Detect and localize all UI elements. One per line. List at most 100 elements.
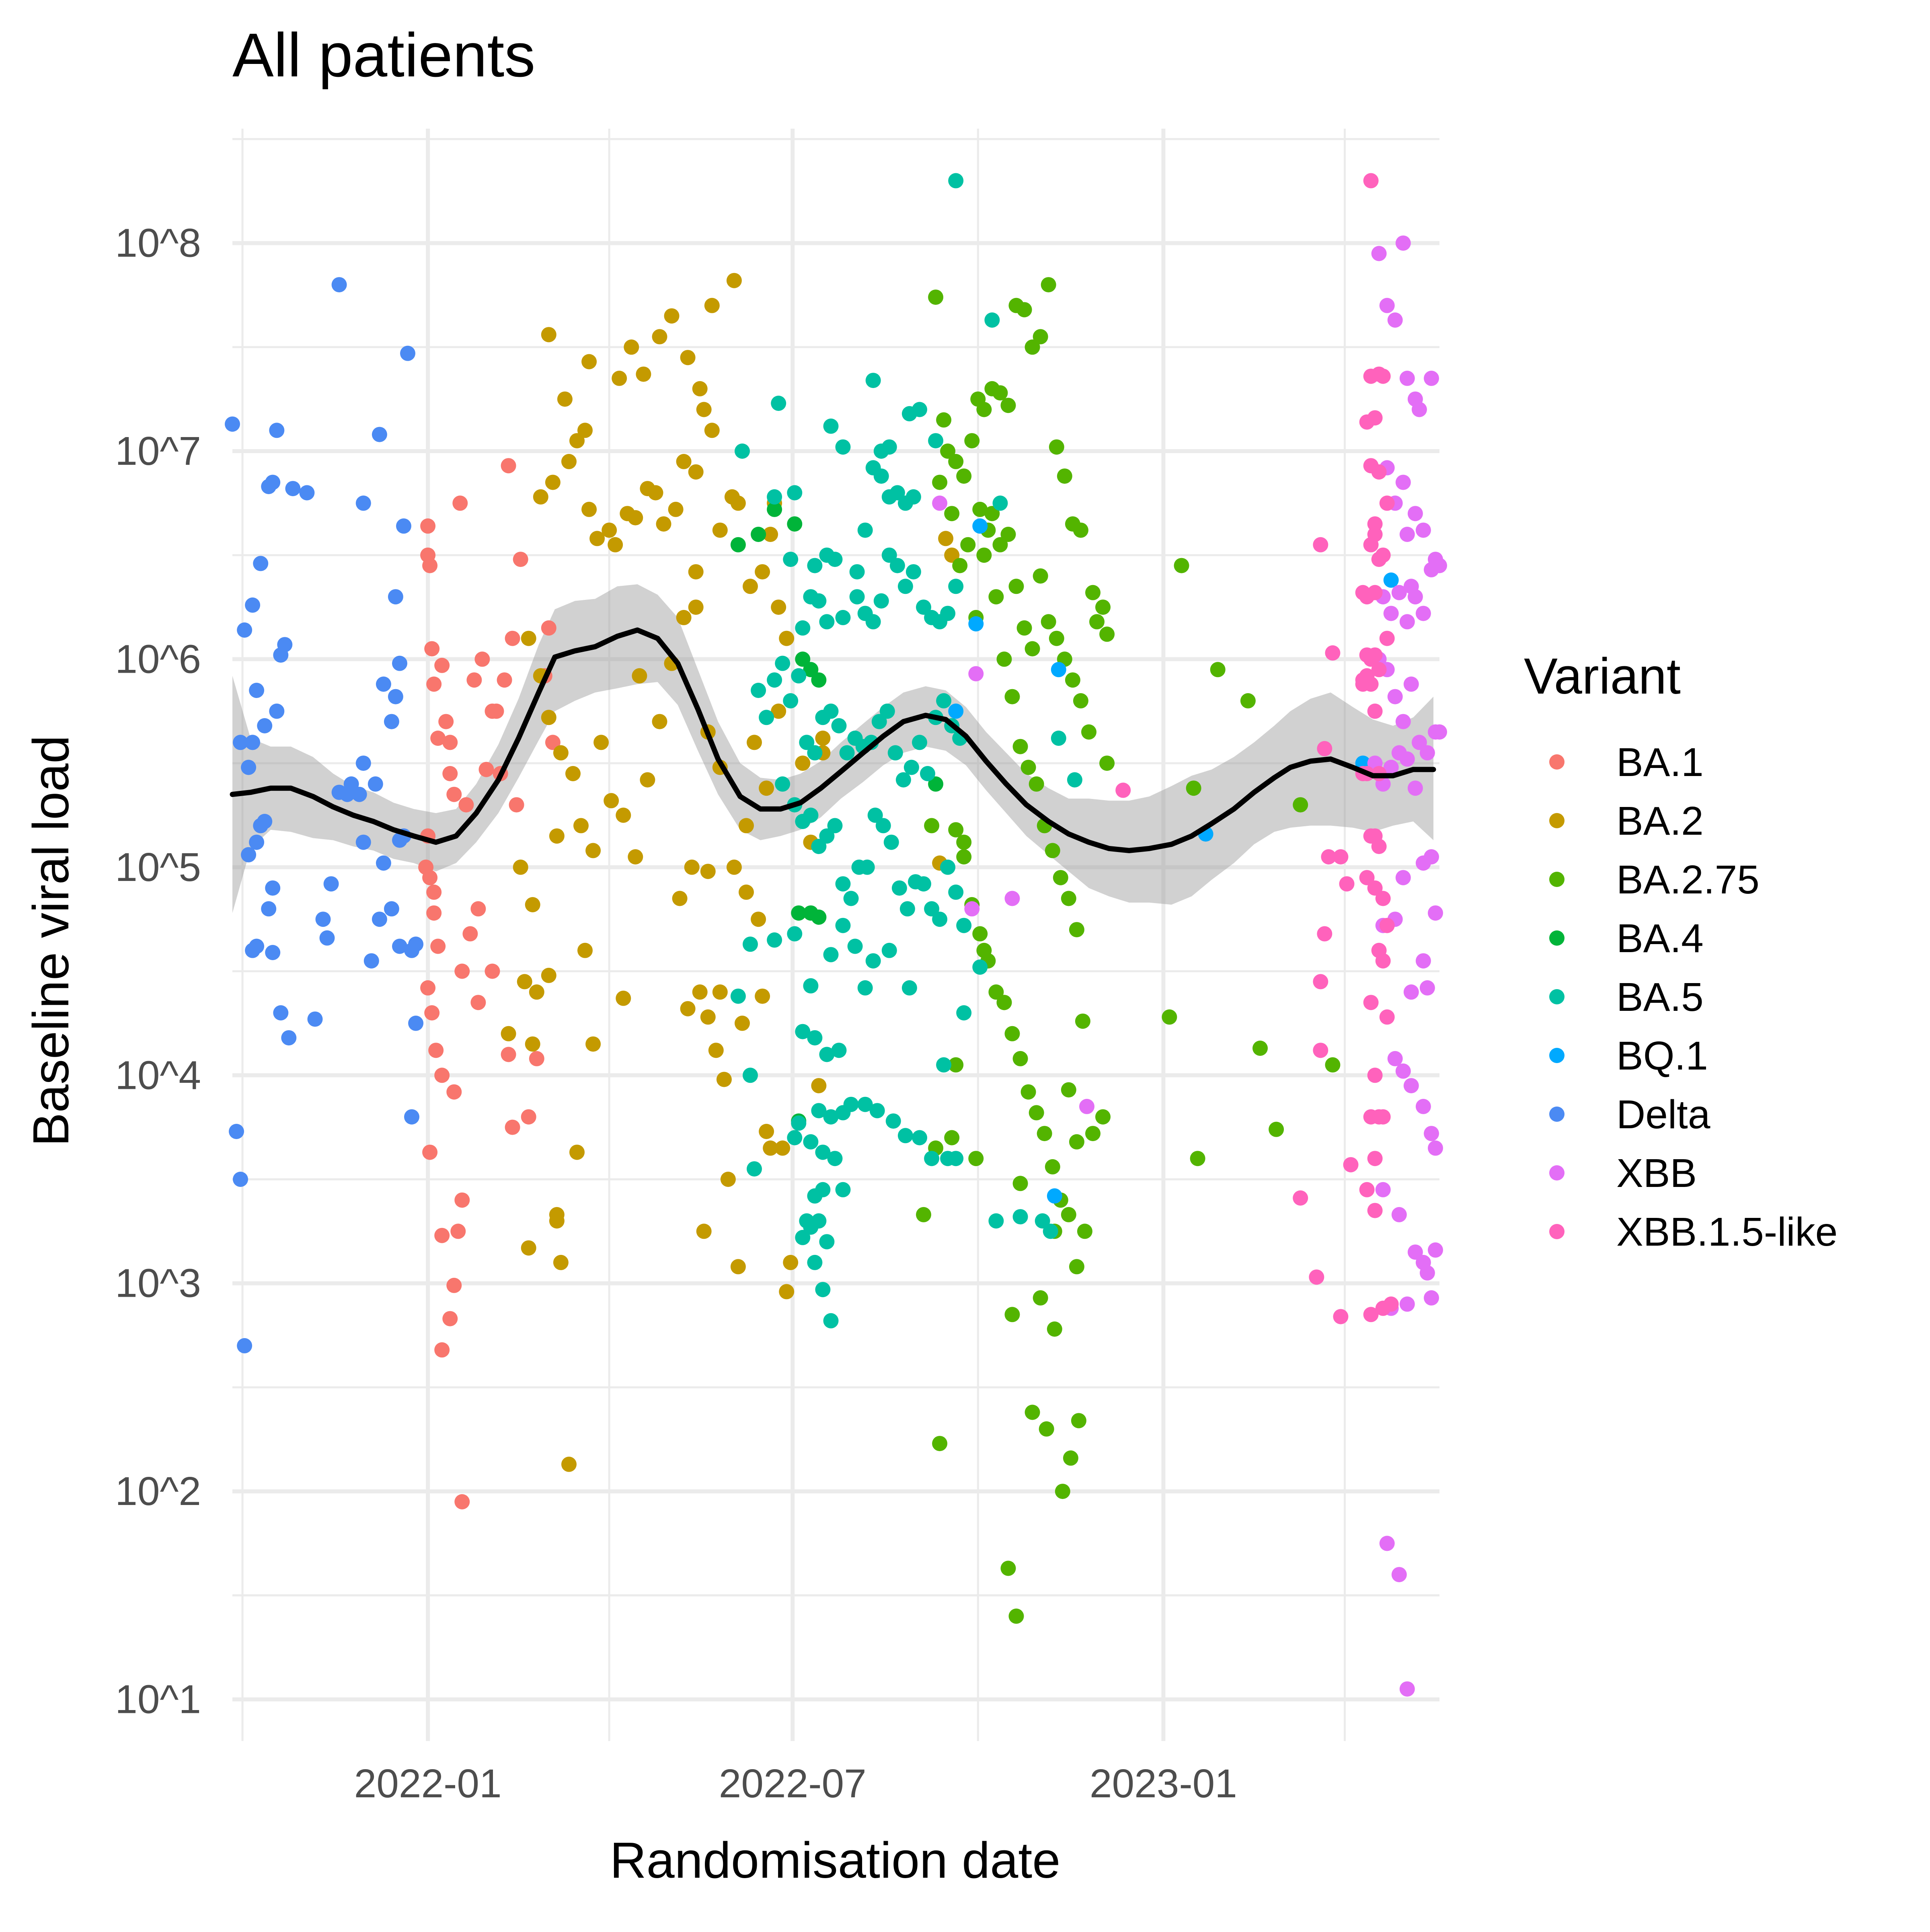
point-ba-2-75 [940,443,956,459]
point-ba-1 [489,703,504,719]
point-ba-2 [545,474,561,490]
point-ba-2-75 [1020,1084,1036,1100]
point-xbb [1424,1126,1439,1142]
point-delta [237,1338,253,1353]
point-ba-2 [636,366,651,382]
point-ba-2-75 [1071,1413,1086,1429]
point-ba-5 [819,1047,835,1062]
point-ba-5 [1035,1213,1050,1229]
point-ba-2 [668,501,684,517]
point-ba-5 [932,912,948,927]
point-ba-2-75 [1004,1026,1020,1041]
series-ba-2-75 [916,277,1341,1624]
point-ba-5 [843,891,859,906]
point-ba-2 [700,864,716,879]
point-ba-5 [881,547,897,563]
point-xbb [1399,614,1415,630]
x-tick-label: 2022-07 [719,1761,866,1806]
point-xbb [1391,585,1407,600]
point-ba-5 [811,1103,827,1119]
point-ba-1 [541,620,556,636]
point-delta [396,518,411,534]
point-ba-4 [751,527,766,542]
point-ba-2-75 [992,537,1008,552]
point-ba-5 [1043,1224,1058,1239]
point-bq-1 [972,518,988,534]
point-xbb [1383,760,1399,775]
point-ba-2-75 [1240,693,1256,708]
legend-label: BA.2.75 [1616,857,1760,902]
point-ba-2-75 [976,942,992,958]
point-ba-5 [1012,1209,1028,1225]
point-ba-5 [819,828,835,844]
point-ba-1 [422,558,438,573]
point-delta [249,938,265,954]
point-xbb-1-5-like [1367,527,1383,542]
point-ba-4 [928,776,944,792]
point-ba-1 [501,458,516,474]
point-ba-2-75 [1293,797,1308,813]
point-ba-2 [688,464,704,480]
point-ba-1 [428,1043,444,1058]
point-ba-2-75 [976,402,992,417]
point-ba-5 [948,1151,964,1166]
point-ba-2 [577,942,593,958]
point-xbb [1399,1296,1415,1312]
point-ba-2-75 [1055,1484,1070,1499]
point-ba-2 [561,454,577,469]
point-delta [253,556,269,571]
point-xbb [1379,1536,1395,1551]
point-ba-5 [775,776,790,792]
point-ba-5 [857,522,873,538]
point-ba-2 [553,745,569,761]
point-ba-2 [652,714,667,729]
point-ba-2 [608,537,623,552]
y-axis-title: Baseline viral load [23,735,79,1147]
point-xbb-1-5-like [1375,1109,1391,1125]
point-ba-2-75 [1085,585,1101,600]
point-ba-5 [803,1220,819,1235]
point-ba-2-75 [1029,1105,1044,1121]
point-ba-2-75 [1075,1013,1090,1029]
smooth-confidence-band-group [232,584,1433,913]
point-xbb-1-5-like [1363,173,1379,189]
point-ba-2-75 [1000,398,1016,413]
point-ba-2 [561,1456,577,1472]
point-ba-2 [616,990,631,1006]
point-ba-5 [811,593,827,609]
point-ba-2-75 [1061,1207,1076,1222]
point-ba-5 [865,373,881,388]
point-ba-1 [458,797,474,813]
point-ba-5 [803,807,819,823]
point-ba-2-75 [1053,870,1068,885]
point-ba-1 [438,714,454,729]
point-ba-2 [557,391,573,407]
point-ba-5 [897,1128,913,1144]
point-ba-2-75 [1049,630,1064,646]
point-xbb-1-5-like [1375,547,1391,563]
point-delta [404,1109,419,1125]
point-ba-2-75 [1162,1009,1177,1025]
point-ba-4 [811,910,827,925]
point-ba-5 [889,558,905,573]
point-ba-2 [585,1036,601,1052]
point-ba-1 [434,1342,450,1358]
point-ba-2 [720,1172,736,1187]
point-ba-2-75 [1073,522,1088,538]
point-ba-5 [924,1151,940,1166]
point-xbb [1387,1051,1403,1066]
point-ba-2 [676,454,692,469]
point-ba-2 [700,1009,716,1025]
point-delta [261,901,277,917]
point-ba-2 [525,1036,540,1052]
point-xbb-1-5-like [1371,464,1387,480]
point-ba-2-75 [968,1151,984,1166]
point-ba-5 [887,745,903,761]
point-ba-2 [795,756,811,771]
point-ba-1 [418,859,434,875]
point-xbb [1428,1140,1443,1156]
y-tick-label: 10^6 [115,636,201,682]
point-delta [285,481,301,497]
point-ba-2-75 [1041,614,1056,630]
point-ba-5 [803,1134,819,1150]
